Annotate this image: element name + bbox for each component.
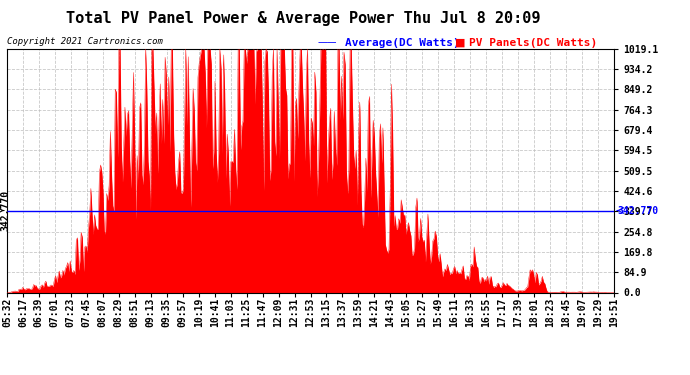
Text: 342.770: 342.770	[1, 190, 10, 231]
Text: Copyright 2021 Cartronics.com: Copyright 2021 Cartronics.com	[7, 38, 163, 46]
Text: PV Panels(DC Watts): PV Panels(DC Watts)	[469, 38, 598, 48]
Text: ■: ■	[455, 38, 466, 48]
Text: Total PV Panel Power & Average Power Thu Jul 8 20:09: Total PV Panel Power & Average Power Thu…	[66, 11, 541, 26]
Text: Average(DC Watts): Average(DC Watts)	[345, 38, 460, 48]
Text: 342.770: 342.770	[618, 206, 659, 216]
Text: ——: ——	[317, 38, 337, 48]
